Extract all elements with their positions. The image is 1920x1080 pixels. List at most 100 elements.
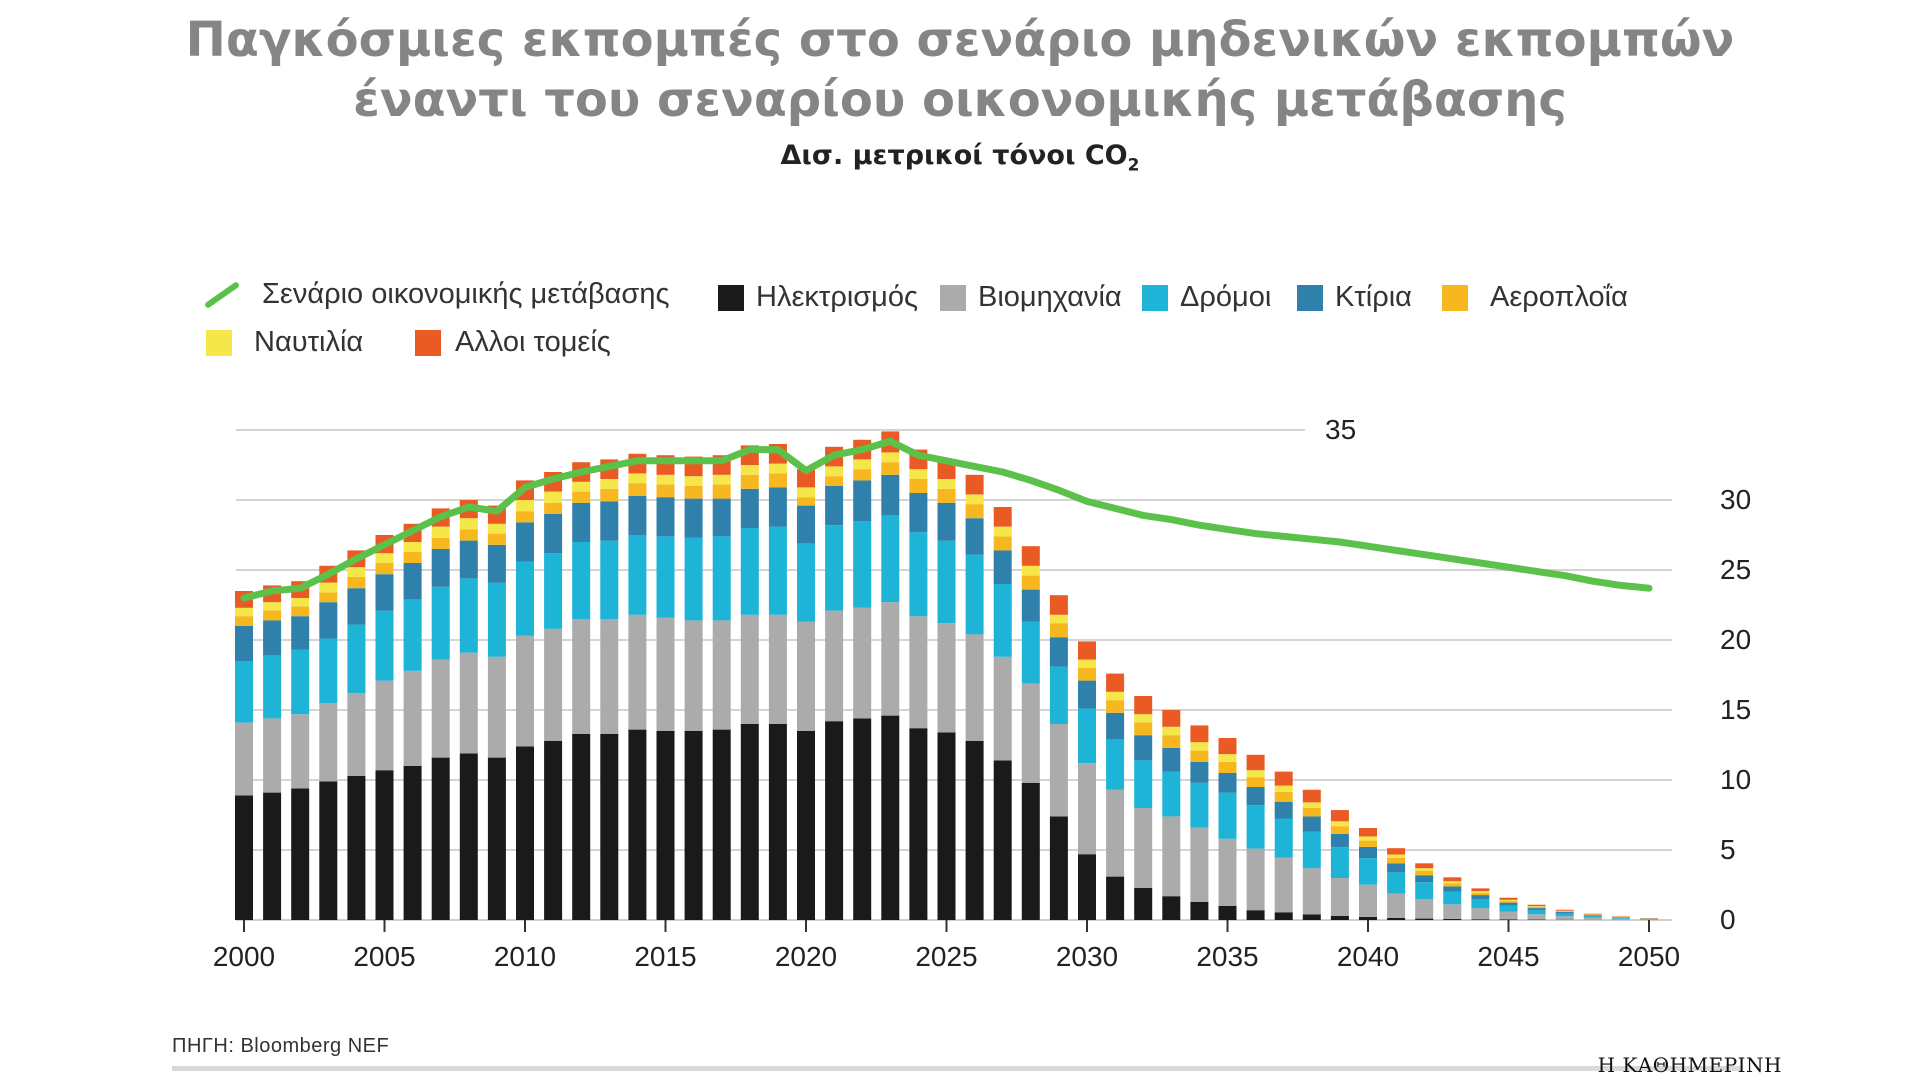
bar-segment-buildings bbox=[909, 493, 928, 533]
bar-segment-electricity bbox=[656, 731, 675, 920]
bar-segment-industry bbox=[1499, 911, 1518, 920]
bar-segment-shipping bbox=[909, 469, 928, 479]
bar-segment-electricity bbox=[768, 724, 787, 920]
bar-segment-aviation bbox=[740, 474, 759, 489]
bar-segment-electricity bbox=[235, 795, 253, 920]
bar-segment-electricity bbox=[1499, 919, 1518, 920]
bar-segment-buildings bbox=[1415, 875, 1434, 883]
bar-segment-shipping bbox=[1162, 726, 1181, 736]
bar-segment-roads bbox=[572, 542, 591, 619]
bar-segment-aviation bbox=[1415, 871, 1434, 876]
subtitle-unit: Δισ. μετρικοί τόνοι CO bbox=[780, 140, 1128, 171]
bar-segment-industry bbox=[291, 714, 310, 789]
bar-segment-industry bbox=[937, 623, 956, 733]
bar-segment-shipping bbox=[1106, 691, 1125, 701]
bar-segment-buildings bbox=[375, 574, 394, 611]
chart-subtitle: Δισ. μετρικοί τόνοι CO2 bbox=[0, 140, 1920, 175]
bar-segment-aviation bbox=[1443, 883, 1462, 887]
bar-segment-aviation bbox=[1555, 911, 1574, 913]
bar-segment-roads bbox=[1555, 913, 1574, 917]
bar-segment-aviation bbox=[403, 551, 422, 563]
bar-segment-buildings bbox=[347, 588, 366, 625]
bar-segment-roads bbox=[768, 526, 787, 615]
bar-segment-buildings bbox=[1387, 863, 1406, 873]
bar-segment-shipping bbox=[516, 500, 534, 512]
bar-segment-electricity bbox=[600, 733, 619, 920]
bar-segment-shipping bbox=[1499, 899, 1518, 901]
bar-segment-shipping bbox=[291, 598, 310, 607]
publisher-logo: Η ΚΑΘΗΜΕΡΙΝΗ bbox=[1597, 1053, 1782, 1077]
bar-segment-industry bbox=[544, 628, 563, 741]
bar-segment-roads bbox=[431, 586, 450, 660]
bar-segment-industry bbox=[1021, 683, 1040, 783]
bar-segment-aviation bbox=[600, 488, 619, 502]
bar-segment-roads bbox=[1218, 792, 1237, 839]
bar-segment-shipping bbox=[993, 526, 1012, 537]
bar-segment-shipping bbox=[1471, 891, 1490, 893]
x-tick-label: 2005 bbox=[353, 941, 415, 972]
bar-segment-aviation bbox=[1302, 808, 1321, 817]
bar-segment-other bbox=[1134, 696, 1153, 715]
x-tick-label: 2050 bbox=[1618, 941, 1680, 972]
bar-segment-other bbox=[1499, 897, 1518, 900]
y-axis: 0 5 10 15 20 25 30 35 bbox=[1325, 414, 1751, 935]
bar-segment-other bbox=[1302, 789, 1321, 803]
bar-segment-industry bbox=[1162, 816, 1181, 897]
y-tick-label: 20 bbox=[1720, 624, 1751, 655]
bar-segment-buildings bbox=[1134, 735, 1153, 761]
bar-segment-aviation bbox=[516, 511, 534, 523]
bar-segment-buildings bbox=[1021, 589, 1040, 622]
bar-segment-industry bbox=[600, 619, 619, 734]
bar-segment-shipping bbox=[712, 474, 731, 485]
bar-segment-electricity bbox=[1443, 919, 1462, 920]
bar-segment-aviation bbox=[881, 462, 900, 475]
legend-item-industry: Βιομηχανία bbox=[940, 281, 1122, 314]
bar-segment-other bbox=[797, 469, 815, 488]
bar-segment-buildings bbox=[1106, 712, 1125, 740]
legend-label-other: Αλλοι τομείς bbox=[455, 326, 611, 358]
bar-segment-electricity bbox=[291, 788, 310, 920]
bar-segment-industry bbox=[993, 656, 1012, 761]
legend-item-aviation: Αεροπλοΐα bbox=[1442, 281, 1628, 314]
bar-segment-roads bbox=[1387, 872, 1406, 894]
bar-segment-shipping bbox=[965, 494, 984, 505]
bar-segment-roads bbox=[1415, 882, 1434, 899]
x-tick-label: 2030 bbox=[1056, 941, 1118, 972]
bar-segment-electricity bbox=[1021, 782, 1040, 920]
y-tick-label: 15 bbox=[1720, 694, 1751, 725]
bar-segment-shipping bbox=[768, 463, 787, 474]
bar-segment-roads bbox=[1359, 858, 1377, 885]
bar-segment-electricity bbox=[459, 753, 478, 920]
bar-segment-shipping bbox=[1078, 659, 1096, 668]
bar-segment-roads bbox=[1443, 891, 1462, 905]
legend-swatch-other bbox=[415, 329, 441, 356]
bar-segment-buildings bbox=[712, 498, 731, 537]
bar-segment-aviation bbox=[459, 529, 478, 541]
bar-segment-buildings bbox=[1443, 886, 1462, 892]
legend-swatch-roads bbox=[1142, 284, 1168, 311]
bar-segment-roads bbox=[1330, 847, 1349, 878]
bar-segment-roads bbox=[544, 553, 563, 629]
legend-item-other: Αλλοι τομείς bbox=[415, 326, 611, 359]
bar-segment-electricity bbox=[375, 770, 394, 920]
bar-segment-other bbox=[1274, 771, 1293, 786]
bar-segment-roads bbox=[375, 610, 394, 681]
bar-segment-buildings bbox=[1499, 902, 1518, 906]
bar-segment-buildings bbox=[993, 550, 1012, 584]
bar-segment-electricity bbox=[263, 792, 282, 920]
bar-segment-industry bbox=[1443, 904, 1462, 920]
bar-segment-aviation bbox=[768, 473, 787, 488]
bar-segment-aviation bbox=[825, 476, 844, 486]
bar-segment-electricity bbox=[965, 740, 984, 920]
bar-segment-buildings bbox=[937, 502, 956, 541]
bar-segment-industry bbox=[1527, 914, 1546, 920]
bar-segment-aviation bbox=[263, 610, 282, 621]
bar-segment-roads bbox=[797, 543, 815, 622]
bar-segment-roads bbox=[1611, 917, 1630, 919]
bar-segment-shipping bbox=[1049, 614, 1068, 624]
bar-segment-other bbox=[1078, 641, 1096, 660]
bar-segment-industry bbox=[487, 656, 506, 758]
bar-segment-buildings bbox=[881, 474, 900, 516]
bar-segment-industry bbox=[797, 621, 815, 731]
bar-segment-roads bbox=[291, 649, 310, 715]
